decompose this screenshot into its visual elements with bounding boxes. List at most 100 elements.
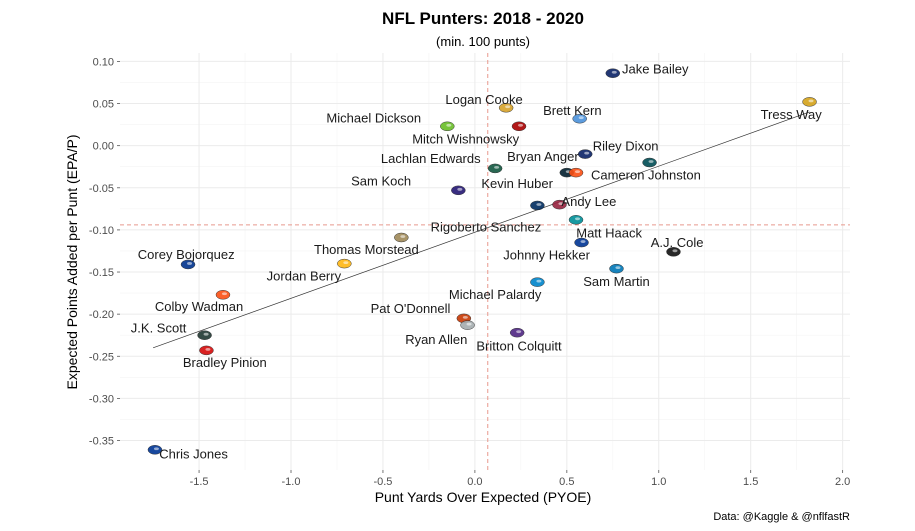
x-axis-title: Punt Yards Over Expected (PYOE) <box>375 489 592 505</box>
label-bradley-pinion: Bradley Pinion <box>183 355 267 370</box>
team-logo-highlight <box>580 240 586 243</box>
y-tick-label: -0.25 <box>89 351 114 363</box>
point-brett-kern <box>572 113 587 124</box>
point-johnny-hekker <box>574 237 589 248</box>
team-logo-highlight <box>518 123 524 127</box>
point-labels: Jake Bailey Logan Cooke Brett Kern Tress Wa… <box>131 62 822 462</box>
point-riley-dixon <box>577 149 593 159</box>
y-tick-label: -0.15 <box>89 267 114 279</box>
point-sam-martin <box>609 263 624 274</box>
label-corey-bojorquez: Corey Bojorquez <box>138 247 235 262</box>
point-jordan-berry <box>337 258 352 269</box>
trend-line <box>152 111 810 349</box>
point-michael-palardy <box>530 277 545 287</box>
team-logo-highlight <box>494 166 500 169</box>
point-sam-koch <box>451 185 466 196</box>
team-logo-highlight <box>536 279 542 283</box>
label-jordan-berry: Jordan Berry <box>267 269 342 284</box>
label-bryan-anger: Bryan Anger <box>507 149 579 164</box>
label-andy-lee: Andy Lee <box>561 194 616 209</box>
label-michael-dickson: Michael Dickson <box>326 110 421 125</box>
point-jake-bailey <box>605 68 621 78</box>
team-logo-highlight <box>575 170 581 174</box>
plot-panel <box>120 53 850 470</box>
label-pat-o-donnell: Pat O'Donnell <box>371 301 451 316</box>
label-johnny-hekker: Johnny Hekker <box>503 248 590 263</box>
label-sam-martin: Sam Martin <box>583 274 649 289</box>
data-points <box>147 68 817 455</box>
team-logo-highlight <box>466 322 472 326</box>
chart-subtitle: (min. 100 punts) <box>436 34 530 49</box>
label-tress-way: Tress Way <box>761 107 823 122</box>
trend-line-group <box>152 111 810 349</box>
point-matt-haack <box>568 215 584 225</box>
point-thomas-morstead <box>394 232 409 243</box>
team-logo-highlight <box>505 105 511 109</box>
label-lachlan-edwards: Lachlan Edwards <box>381 151 481 166</box>
y-tick-label: 0.00 <box>93 141 114 153</box>
x-tick-label: -1.0 <box>282 476 301 488</box>
x-tick-label: 2.0 <box>835 476 850 488</box>
label-matt-haack: Matt Haack <box>576 225 642 240</box>
label-cameron-johnston: Cameron Johnston <box>591 168 701 183</box>
label-j-k-scott: J.K. Scott <box>131 321 187 336</box>
team-logo-highlight <box>203 332 209 336</box>
team-logo-highlight <box>558 202 564 206</box>
point-michael-dickson <box>440 121 455 132</box>
x-tick-label: -1.5 <box>190 476 209 488</box>
y-tick-label: -0.05 <box>89 183 114 195</box>
team-logo-highlight <box>205 347 211 351</box>
y-tick-label: 0.05 <box>93 99 114 111</box>
team-logo-highlight <box>516 330 522 334</box>
point-ryan-allen <box>460 320 475 330</box>
team-logo-highlight <box>462 315 468 319</box>
team-logo-highlight <box>343 261 349 265</box>
label-chris-jones: Chris Jones <box>159 446 228 461</box>
team-logo-highlight <box>672 249 678 253</box>
point-kevin-huber <box>568 167 584 178</box>
label-britton-colquitt: Britton Colquitt <box>476 339 562 354</box>
point-tress-way <box>802 97 817 107</box>
label-jake-bailey: Jake Bailey <box>622 62 689 77</box>
label-ryan-allen: Ryan Allen <box>405 332 467 347</box>
y-tick-label: 0.10 <box>93 56 114 68</box>
point-mitch-wishnowsky <box>511 121 527 132</box>
label-a-j-cole: A.J. Cole <box>651 235 704 250</box>
caption: Data: @Kaggle & @nflfastR <box>713 511 850 523</box>
point-andy-lee <box>552 199 567 210</box>
team-logo-highlight <box>648 160 654 163</box>
team-logo-highlight <box>446 123 452 127</box>
label-sam-koch: Sam Koch <box>351 174 411 189</box>
y-axis-title: Expected Points Added per Punt (EPA/P) <box>64 134 80 389</box>
team-logo-highlight <box>584 151 590 155</box>
axes: -1.5 -1.0 -0.5 0.0 0.5 1.0 1.5 2.0 0.10 0.05 0.00 -… <box>89 56 850 488</box>
label-mitch-wishnowsky: Mitch Wishnowsky <box>412 131 519 146</box>
point-chris-jones <box>147 445 163 455</box>
team-logo-highlight <box>808 99 814 103</box>
x-tick-label: 1.0 <box>651 476 666 488</box>
point-a-j-cole <box>666 247 681 257</box>
team-logo-highlight <box>575 217 581 221</box>
point-j-k-scott <box>197 330 212 340</box>
team-logo-highlight <box>578 116 584 120</box>
team-logo-highlight <box>400 235 406 238</box>
y-tick-label: -0.20 <box>89 309 114 321</box>
y-tick-label: -0.30 <box>89 393 114 405</box>
team-logo-highlight <box>153 447 159 451</box>
x-tick-label: 1.5 <box>743 476 758 488</box>
y-tick-label: -0.35 <box>89 436 114 448</box>
point-cameron-johnston <box>642 157 657 168</box>
x-tick-label: -0.5 <box>373 476 392 488</box>
point-britton-colquitt <box>509 327 525 338</box>
label-rigoberto-sanchez: Rigoberto Sanchez <box>431 219 542 234</box>
team-logo-highlight <box>457 187 463 191</box>
point-lachlan-edwards <box>487 163 503 174</box>
label-brett-kern: Brett Kern <box>543 103 602 118</box>
point-corey-bojorquez <box>180 259 196 270</box>
x-tick-label: 0.0 <box>467 476 482 488</box>
label-michael-palardy: Michael Palardy <box>449 287 542 302</box>
point-bradley-pinion <box>199 345 214 356</box>
point-rigoberto-sanchez <box>530 200 545 211</box>
team-logo-highlight <box>536 203 542 206</box>
grid <box>120 53 850 470</box>
